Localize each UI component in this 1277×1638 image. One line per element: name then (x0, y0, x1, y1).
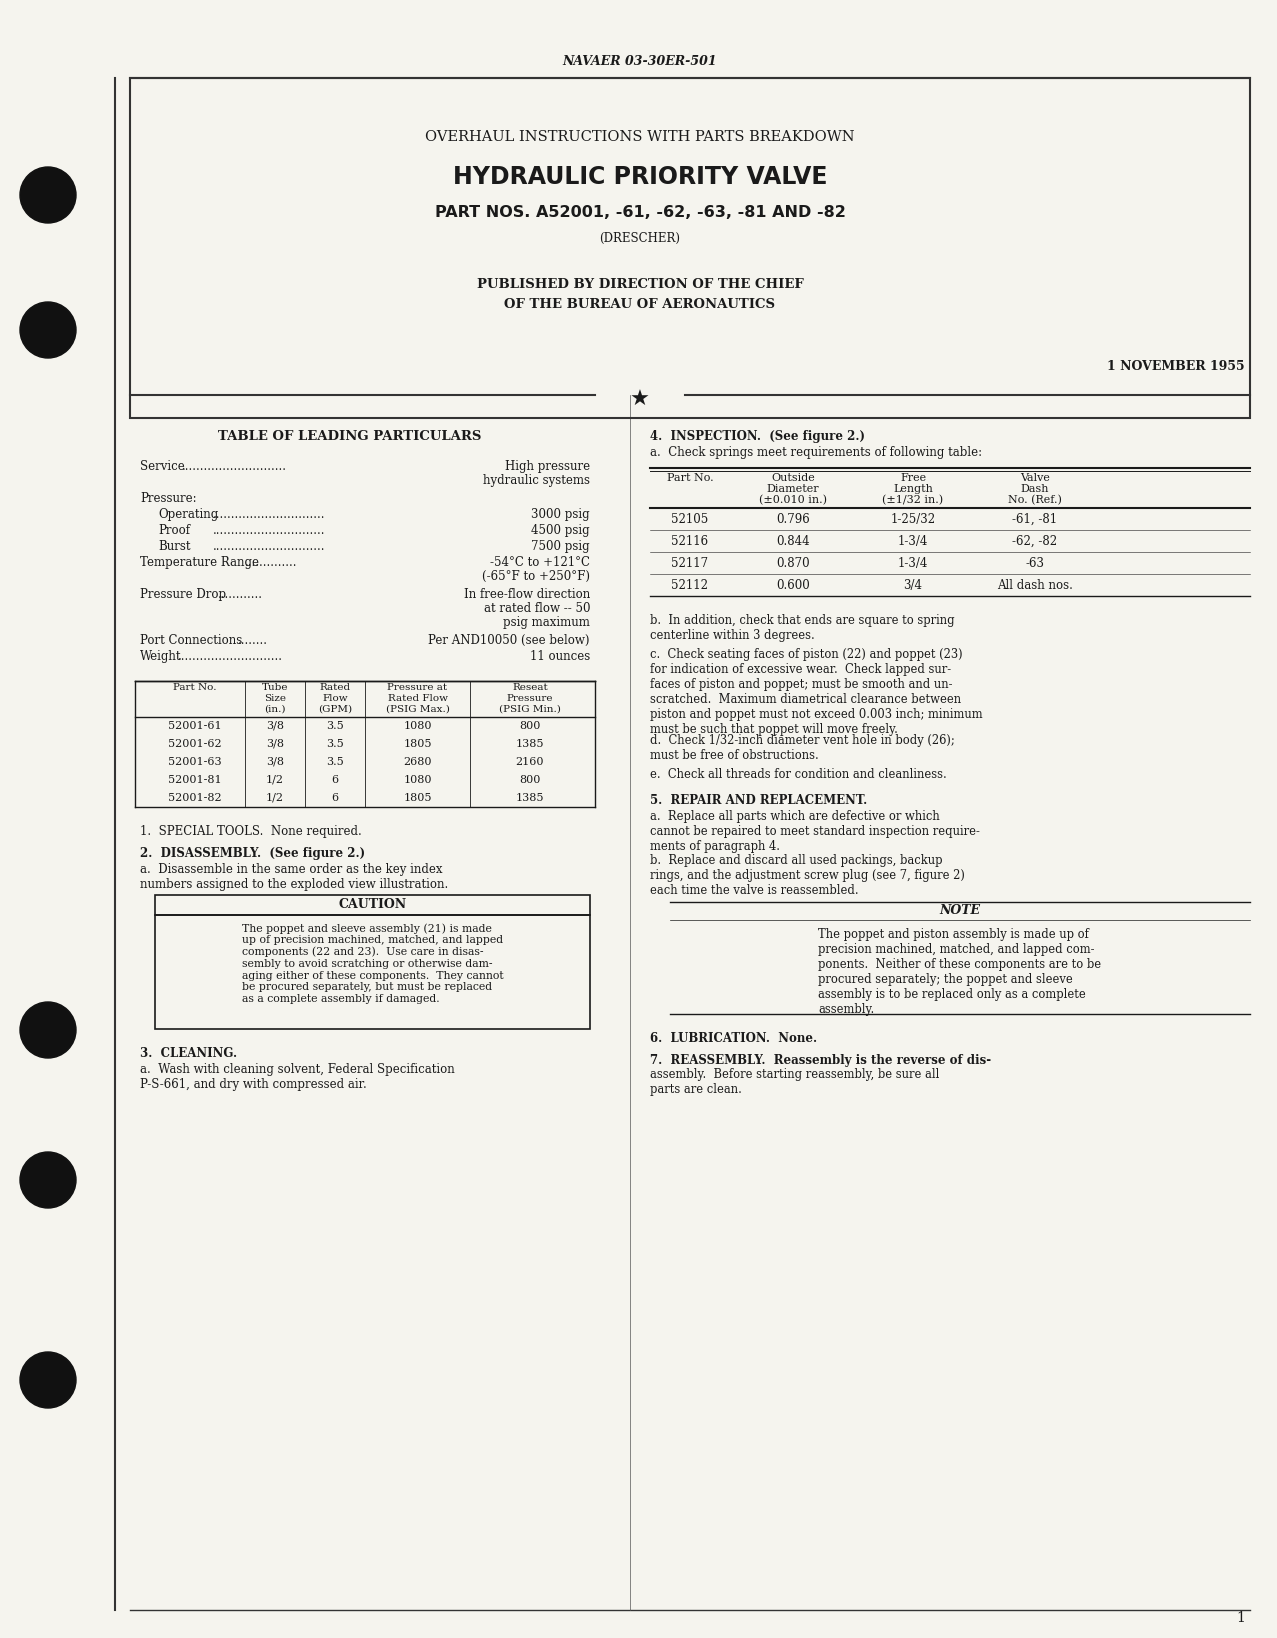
Text: 11 ounces: 11 ounces (530, 650, 590, 663)
Text: HYDRAULIC PRIORITY VALVE: HYDRAULIC PRIORITY VALVE (453, 165, 827, 188)
Text: Temperature Range: Temperature Range (140, 555, 259, 568)
Text: ............................: ............................ (183, 460, 287, 473)
Circle shape (20, 1002, 77, 1058)
Text: 1080: 1080 (404, 775, 432, 785)
Text: Rated: Rated (319, 683, 351, 691)
Text: a.  Disassemble in the same order as the key index
numbers assigned to the explo: a. Disassemble in the same order as the … (140, 863, 448, 891)
Text: 4500 psig: 4500 psig (531, 524, 590, 537)
Text: 0.870: 0.870 (776, 557, 810, 570)
Text: (GPM): (GPM) (318, 704, 352, 714)
Text: -54°C to +121°C: -54°C to +121°C (490, 555, 590, 568)
Text: All dash nos.: All dash nos. (997, 578, 1073, 591)
Text: 6: 6 (332, 793, 338, 803)
Text: ............: ............ (218, 588, 263, 601)
Text: 1.  SPECIAL TOOLS.  None required.: 1. SPECIAL TOOLS. None required. (140, 826, 361, 839)
Text: 0.600: 0.600 (776, 578, 810, 591)
Text: 3.5: 3.5 (326, 757, 344, 767)
Text: 2680: 2680 (404, 757, 432, 767)
Text: 6.  LUBRICATION.  None.: 6. LUBRICATION. None. (650, 1032, 817, 1045)
Text: High pressure: High pressure (504, 460, 590, 473)
Text: psig maximum: psig maximum (503, 616, 590, 629)
Text: No. (Ref.): No. (Ref.) (1008, 495, 1062, 505)
Text: 800: 800 (520, 775, 540, 785)
Text: (PSIG Max.): (PSIG Max.) (386, 704, 450, 714)
Text: Free: Free (900, 473, 926, 483)
Text: 3.5: 3.5 (326, 721, 344, 731)
Text: c.  Check seating faces of piston (22) and poppet (23)
for indication of excessi: c. Check seating faces of piston (22) an… (650, 649, 982, 735)
Text: Service: Service (140, 460, 185, 473)
Text: e.  Check all threads for condition and cleanliness.: e. Check all threads for condition and c… (650, 768, 946, 781)
Text: ............................: ............................ (178, 650, 283, 663)
Text: d.  Check 1/32-inch diameter vent hole in body (26);
must be free of obstruction: d. Check 1/32-inch diameter vent hole in… (650, 734, 955, 762)
Text: Proof: Proof (158, 524, 190, 537)
Text: 1-3/4: 1-3/4 (898, 557, 928, 570)
Text: PUBLISHED BY DIRECTION OF THE CHIEF: PUBLISHED BY DIRECTION OF THE CHIEF (476, 278, 803, 292)
Text: 0.796: 0.796 (776, 513, 810, 526)
Circle shape (20, 1351, 77, 1409)
Text: ..............................: .............................. (213, 508, 326, 521)
Text: -61, -81: -61, -81 (1013, 513, 1057, 526)
Text: ..............................: .............................. (213, 524, 326, 537)
Text: PART NOS. A52001, -61, -62, -63, -81 AND -82: PART NOS. A52001, -61, -62, -63, -81 AND… (434, 205, 845, 219)
Text: ..............................: .............................. (213, 541, 326, 554)
Text: Dash: Dash (1020, 483, 1050, 495)
Text: Pressure:: Pressure: (140, 491, 197, 505)
Text: Part No.: Part No. (667, 473, 714, 483)
Text: Per AND10050 (see below): Per AND10050 (see below) (429, 634, 590, 647)
Bar (155, 916, 590, 1029)
Text: (±1/32 in.): (±1/32 in.) (882, 495, 944, 505)
Text: 52112: 52112 (672, 578, 709, 591)
Text: 0.844: 0.844 (776, 536, 810, 549)
Text: 52001-62: 52001-62 (169, 739, 222, 749)
Text: 3/4: 3/4 (904, 578, 922, 591)
Text: OVERHAUL INSTRUCTIONS WITH PARTS BREAKDOWN: OVERHAUL INSTRUCTIONS WITH PARTS BREAKDO… (425, 129, 854, 144)
Text: NAVAER 03-30ER-501: NAVAER 03-30ER-501 (563, 56, 718, 69)
Text: ..............: .............. (245, 555, 298, 568)
Text: 52001-61: 52001-61 (169, 721, 222, 731)
Text: a.  Check springs meet requirements of following table:: a. Check springs meet requirements of fo… (650, 446, 982, 459)
Text: ........: ........ (238, 634, 268, 647)
Text: (-65°F to +250°F): (-65°F to +250°F) (481, 570, 590, 583)
Text: -63: -63 (1025, 557, 1045, 570)
Text: 52116: 52116 (672, 536, 709, 549)
Text: In free-flow direction: In free-flow direction (464, 588, 590, 601)
Text: The poppet and sleeve assembly (21) is made
up of precision machined, matched, a: The poppet and sleeve assembly (21) is m… (241, 922, 503, 1004)
Text: hydraulic systems: hydraulic systems (483, 473, 590, 486)
Bar (155, 894, 590, 916)
Text: Outside: Outside (771, 473, 815, 483)
Text: CAUTION: CAUTION (338, 899, 406, 911)
Text: 2160: 2160 (516, 757, 544, 767)
Text: NOTE: NOTE (940, 904, 981, 917)
Circle shape (20, 167, 77, 223)
Text: Pressure at: Pressure at (387, 683, 447, 691)
Text: Tube: Tube (262, 683, 289, 691)
Text: 52001-82: 52001-82 (169, 793, 222, 803)
Text: OF THE BUREAU OF AERONAUTICS: OF THE BUREAU OF AERONAUTICS (504, 298, 775, 311)
Text: 5.  REPAIR AND REPLACEMENT.: 5. REPAIR AND REPLACEMENT. (650, 794, 867, 808)
Text: (PSIG Min.): (PSIG Min.) (499, 704, 561, 714)
Text: 1805: 1805 (404, 793, 432, 803)
Text: 7500 psig: 7500 psig (531, 541, 590, 554)
Text: 1385: 1385 (516, 739, 544, 749)
Text: 52117: 52117 (672, 557, 709, 570)
Text: 7.  REASSEMBLY.  Reassembly is the reverse of dis-: 7. REASSEMBLY. Reassembly is the reverse… (650, 1053, 991, 1066)
Text: at rated flow -- 50: at rated flow -- 50 (484, 603, 590, 614)
Text: (in.): (in.) (264, 704, 286, 714)
Text: a.  Wash with cleaning solvent, Federal Specification
P-S-661, and dry with comp: a. Wash with cleaning solvent, Federal S… (140, 1063, 455, 1091)
Text: 1-3/4: 1-3/4 (898, 536, 928, 549)
Text: The poppet and piston assembly is made up of
precision machined, matched, and la: The poppet and piston assembly is made u… (819, 929, 1102, 1016)
Text: 1385: 1385 (516, 793, 544, 803)
Text: Part No.: Part No. (174, 683, 217, 691)
Text: 2.  DISASSEMBLY.  (See figure 2.): 2. DISASSEMBLY. (See figure 2.) (140, 847, 365, 860)
Text: 52001-63: 52001-63 (169, 757, 222, 767)
Text: 3/8: 3/8 (266, 739, 283, 749)
Text: Pressure Drop: Pressure Drop (140, 588, 226, 601)
Text: 52105: 52105 (672, 513, 709, 526)
Text: 6: 6 (332, 775, 338, 785)
Text: Size: Size (264, 695, 286, 703)
Text: Weight: Weight (140, 650, 181, 663)
Text: Port Connections: Port Connections (140, 634, 243, 647)
Text: Operating: Operating (158, 508, 218, 521)
Text: b.  Replace and discard all used packings, backup
rings, and the adjustment scre: b. Replace and discard all used packings… (650, 853, 965, 898)
Text: Pressure: Pressure (507, 695, 553, 703)
